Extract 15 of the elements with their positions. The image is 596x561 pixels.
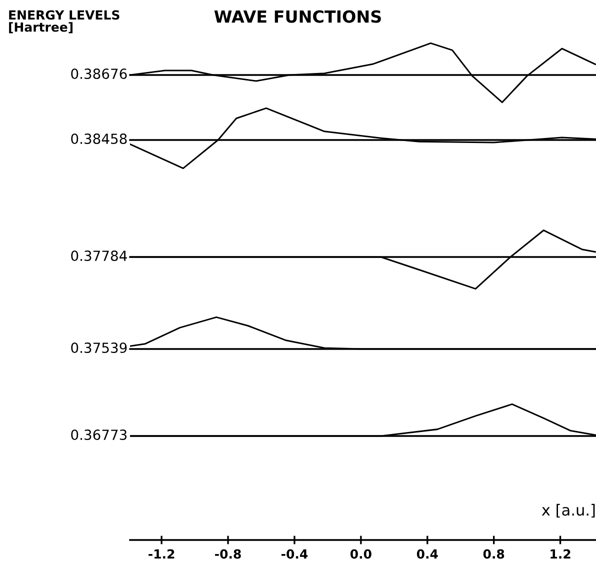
x-tick-label: 0.4 bbox=[416, 549, 438, 559]
y-axis-title: 0.37784 bbox=[71, 250, 127, 262]
x-tick-label: 0.0 bbox=[350, 549, 372, 559]
x-tick-label: -1.2 bbox=[148, 549, 174, 559]
x-axis-title: x [a.u.] bbox=[542, 504, 595, 518]
y-axis-title: 0.36773 bbox=[71, 430, 127, 440]
y-axis-title: 0.38676 bbox=[71, 68, 127, 80]
x-tick-label: -0.4 bbox=[281, 549, 308, 559]
x-tick-label: 1.2 bbox=[550, 549, 570, 559]
y-axis-title: 0.38458 bbox=[71, 134, 127, 144]
x-tick-label: 0.8 bbox=[483, 549, 504, 559]
x-tick-label: -0.8 bbox=[215, 549, 241, 559]
y-axis-title: 0.37539 bbox=[71, 342, 127, 354]
text: ENERGY LEVELS [Hartree] bbox=[9, 10, 120, 34]
chart-title: WAVE FUNCTIONS bbox=[214, 10, 381, 23]
